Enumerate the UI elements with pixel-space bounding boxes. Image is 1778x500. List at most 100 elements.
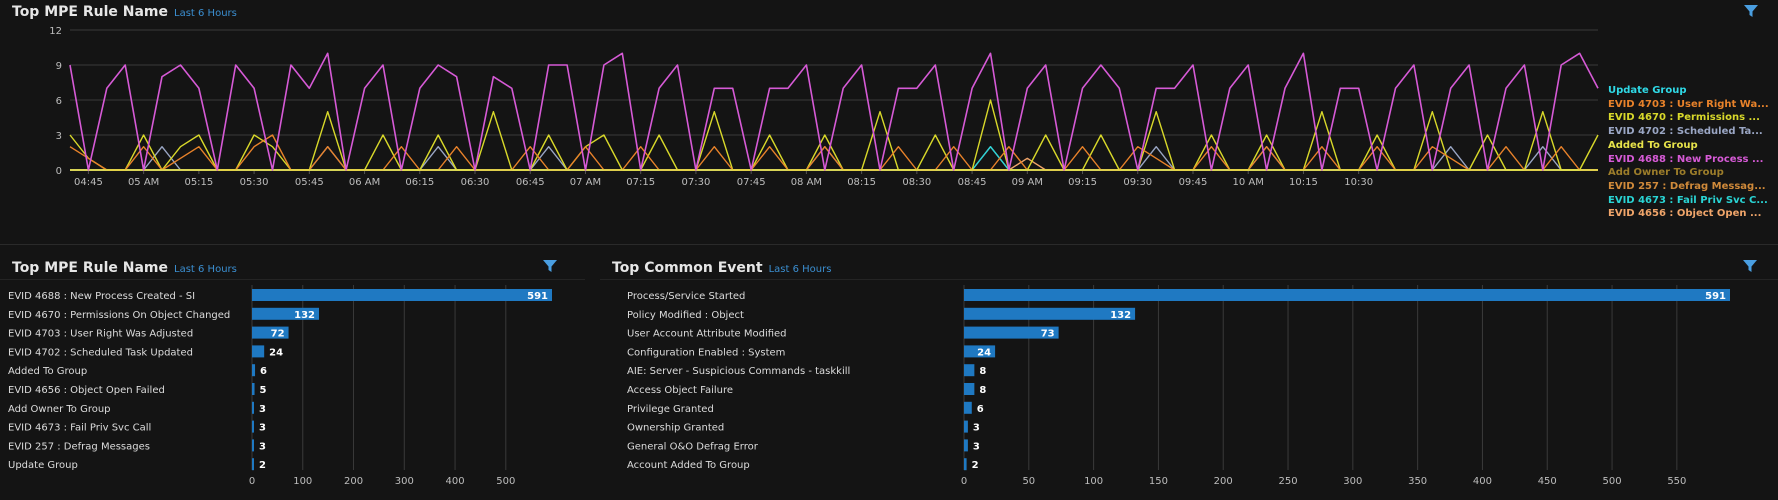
legend-item[interactable]: EVID 4673 : Fail Priv Svc C... (1608, 194, 1768, 206)
legend-item[interactable]: EVID 4702 : Scheduled Ta... (1608, 126, 1763, 138)
bar-value-label: 72 (271, 329, 285, 340)
category-label: Ownership Granted (627, 423, 724, 434)
category-label: Privilege Granted (627, 404, 714, 415)
x-tick-label: 200 (1214, 476, 1233, 487)
x-tick-label: 08:15 (847, 177, 876, 188)
x-tick-label: 350 (1408, 476, 1427, 487)
x-tick-label: 300 (1343, 476, 1362, 487)
x-tick-label: 200 (344, 476, 363, 487)
category-label: EVID 4702 : Scheduled Task Updated (8, 347, 193, 358)
bottom-right-timerange[interactable]: Last 6 Hours (768, 264, 832, 275)
legend-item[interactable]: EVID 4703 : User Right Wa... (1608, 98, 1769, 110)
x-tick-label: 300 (395, 476, 414, 487)
category-label: Policy Modified : Object (627, 310, 744, 321)
bar[interactable] (964, 326, 1059, 339)
bar[interactable] (964, 289, 1730, 301)
bar-value-label: 591 (1705, 291, 1726, 302)
x-tick-label: 0 (961, 476, 967, 487)
bar[interactable] (964, 345, 996, 358)
category-label: EVID 4688 : New Process Created - SI (8, 291, 195, 302)
x-tick-label: 09:45 (1179, 177, 1208, 188)
bottom-right-title: Top Common Event Last 6 Hours (612, 260, 831, 276)
bar-value-label: 3 (259, 404, 266, 415)
x-tick-label: 400 (1473, 476, 1492, 487)
x-tick-label: 550 (1667, 476, 1686, 487)
bar[interactable] (964, 458, 967, 471)
filter-icon[interactable] (1742, 258, 1758, 274)
legend-item[interactable]: Update Group (1608, 85, 1687, 96)
bar[interactable] (252, 401, 254, 414)
x-tick-label: 08:45 (958, 177, 987, 188)
bottom-left-timerange[interactable]: Last 6 Hours (174, 264, 237, 275)
bar-value-label: 8 (979, 366, 986, 377)
category-label: EVID 4656 : Object Open Failed (8, 385, 165, 396)
category-label: Account Added To Group (627, 460, 750, 471)
x-tick-label: 05 AM (128, 177, 159, 188)
bar[interactable] (964, 439, 968, 452)
bar-value-label: 3 (259, 423, 266, 434)
bar[interactable] (964, 383, 975, 395)
legend-item[interactable]: EVID 257 : Defrag Messag... (1608, 180, 1766, 192)
bar-value-label: 73 (1041, 329, 1055, 340)
category-label: Add Owner To Group (8, 404, 111, 415)
top-panel-title: Top MPE Rule Name Last 6 Hours (12, 4, 237, 20)
bar[interactable] (964, 401, 972, 414)
bar[interactable] (964, 420, 968, 433)
filter-icon[interactable] (1743, 3, 1759, 19)
x-tick-label: 06:30 (461, 177, 490, 188)
bar[interactable] (252, 420, 254, 433)
top-panel-timerange[interactable]: Last 6 Hours (174, 8, 237, 19)
bar[interactable] (964, 364, 975, 377)
y-tick-label: 6 (56, 96, 62, 107)
x-tick-label: 10 AM (1233, 177, 1264, 188)
legend-item[interactable]: Added To Group (1608, 139, 1698, 151)
line-chart: 0 3 6 9 12 04:45 05 AM 05:15 05:30 05:45 06 AM 06:1… (49, 26, 1599, 188)
bar[interactable] (252, 458, 254, 471)
bar[interactable] (252, 307, 320, 320)
x-tick-label: 10:30 (1344, 177, 1373, 188)
category-label: Access Object Failure (627, 385, 733, 396)
y-tick-label: 12 (49, 26, 62, 37)
bottom-left-title-text: Top MPE Rule Name (12, 260, 168, 276)
bar[interactable] (252, 326, 289, 339)
series-line (69, 52, 1599, 171)
bar-chart-right: 0 50 100 150 200 250 300 350 400 450 500 550 Process… (627, 285, 1730, 487)
bar[interactable] (964, 307, 1136, 320)
x-tick-label: 07:15 (626, 177, 655, 188)
bar-value-label: 132 (1110, 310, 1131, 321)
filter-icon[interactable] (542, 258, 558, 274)
x-tick-label: 04:45 (74, 177, 103, 188)
bar-chart-left: 0 100 200 300 400 500 EVID 4688 : New Process … (8, 285, 552, 487)
bottom-left-divider (0, 279, 585, 280)
bar[interactable] (252, 289, 552, 301)
x-tick-label: 09:15 (1068, 177, 1097, 188)
bar-value-label: 132 (294, 310, 315, 321)
x-tick-label: 06:15 (405, 177, 434, 188)
bar[interactable] (252, 364, 256, 377)
x-tick-label: 50 (1022, 476, 1035, 487)
category-label: User Account Attribute Modified (627, 329, 787, 340)
bar[interactable] (252, 383, 255, 395)
legend-item[interactable]: EVID 4656 : Object Open ... (1608, 208, 1762, 220)
bar[interactable] (252, 345, 265, 358)
bar-value-label: 5 (260, 385, 267, 396)
x-tick-label: 08 AM (791, 177, 822, 188)
x-tick-label: 07:45 (737, 177, 766, 188)
x-tick-label: 500 (1603, 476, 1622, 487)
x-tick-label: 07:30 (682, 177, 711, 188)
legend-item[interactable]: EVID 4670 : Permissions ... (1608, 112, 1760, 124)
bar[interactable] (252, 439, 254, 452)
legend-item[interactable]: Add Owner To Group (1608, 167, 1724, 179)
x-tick-label: 06 AM (349, 177, 380, 188)
bottom-left-title: Top MPE Rule Name Last 6 Hours (12, 260, 237, 276)
bar-value-label: 24 (269, 347, 283, 358)
x-tick-label: 06:45 (516, 177, 545, 188)
bar-value-label: 3 (259, 441, 266, 452)
x-tick-label: 100 (1084, 476, 1103, 487)
bar-value-label: 8 (979, 385, 986, 396)
line-chart-legend: Update Group EVID 4703 : User Right Wa...… (1608, 84, 1769, 221)
x-tick-label: 450 (1538, 476, 1557, 487)
divider (0, 244, 1778, 245)
legend-item[interactable]: EVID 4688 : New Process ... (1608, 153, 1764, 165)
bottom-right-divider (600, 279, 1778, 280)
